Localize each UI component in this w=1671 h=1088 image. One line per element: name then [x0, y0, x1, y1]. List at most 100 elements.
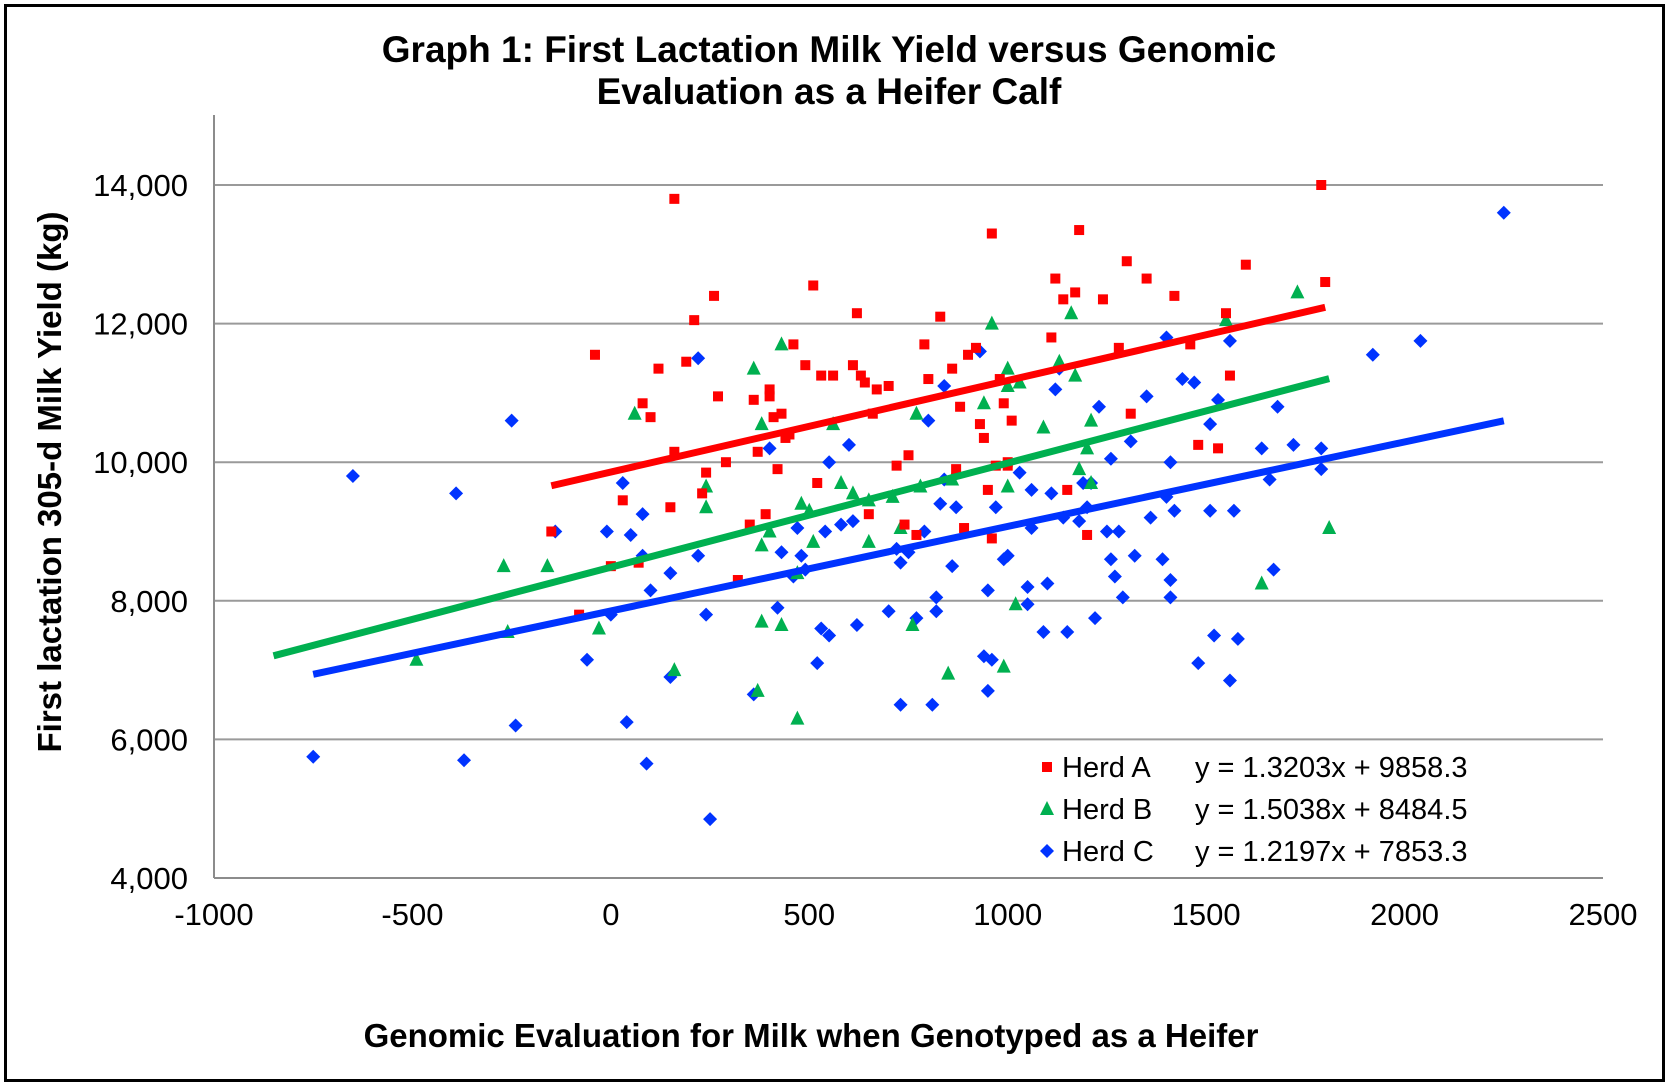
data-point — [822, 455, 837, 470]
data-point — [1185, 339, 1196, 350]
data-point — [1220, 308, 1231, 319]
data-point — [580, 652, 595, 667]
data-point — [1000, 548, 1015, 563]
data-point — [871, 384, 882, 395]
chart-frame: Graph 1: First Lactation Milk Yield vers… — [4, 4, 1665, 1082]
data-point — [1139, 389, 1154, 404]
data-point — [703, 812, 718, 827]
data-point — [1224, 370, 1235, 381]
x-tick-label: -1000 — [174, 897, 253, 932]
data-point — [925, 697, 940, 712]
axes — [213, 115, 1603, 879]
data-point — [1254, 575, 1269, 590]
data-point — [949, 500, 964, 515]
data-point — [1000, 478, 1015, 493]
data-point — [774, 336, 789, 351]
data-point — [1000, 377, 1015, 392]
data-point — [1024, 482, 1039, 497]
data-point — [774, 545, 789, 560]
data-point — [701, 467, 712, 478]
data-point — [663, 566, 678, 581]
data-point — [1314, 441, 1329, 456]
data-point — [1113, 342, 1124, 353]
data-point — [808, 280, 819, 291]
data-point — [752, 446, 763, 457]
data-point — [1191, 656, 1206, 671]
x-tick-label: 2500 — [1569, 897, 1638, 932]
data-point — [449, 486, 464, 501]
data-point — [845, 514, 860, 529]
data-point — [929, 604, 944, 619]
data-point — [764, 384, 775, 395]
data-point — [1103, 451, 1118, 466]
data-point — [1084, 474, 1099, 489]
data-point — [1316, 180, 1327, 190]
data-point — [1290, 284, 1305, 299]
data-point — [1036, 624, 1051, 639]
data-point — [945, 559, 960, 574]
data-point — [764, 391, 775, 402]
data-point — [996, 658, 1011, 673]
data-point — [1193, 439, 1204, 450]
data-point — [1254, 441, 1269, 456]
data-point — [589, 349, 600, 360]
data-point — [720, 457, 731, 468]
data-point — [1169, 290, 1180, 301]
data-point — [1163, 573, 1178, 588]
x-tick-label: 0 — [602, 897, 619, 932]
data-point — [768, 412, 779, 423]
y-tick-label: 8,000 — [110, 584, 188, 619]
data-point — [1060, 624, 1075, 639]
data-point — [1270, 399, 1285, 414]
data-point — [849, 618, 864, 633]
data-point — [617, 495, 628, 506]
legend-equation-herd-a: y = 1.3203x + 9858.3 — [1195, 752, 1468, 784]
data-point — [1044, 486, 1059, 501]
data-point — [665, 502, 676, 513]
legend-label-herd-c: Herd C — [1062, 836, 1154, 868]
legend-equation-herd-b: y = 1.5038x + 8484.5 — [1195, 794, 1468, 826]
data-point — [933, 496, 948, 511]
y-tick-label: 10,000 — [93, 445, 188, 480]
data-point — [637, 398, 648, 409]
trendline-herd-b — [272, 375, 1331, 660]
data-point — [970, 342, 981, 353]
data-point — [1222, 673, 1237, 688]
data-point — [1068, 367, 1083, 382]
data-point — [732, 575, 743, 586]
data-point — [1127, 548, 1142, 563]
data-point — [855, 370, 866, 381]
data-point — [345, 469, 360, 484]
data-point — [762, 523, 777, 538]
data-point — [1226, 503, 1241, 518]
data-point — [1012, 465, 1027, 480]
y-axis-title: First lactation 305-d Milk Yield (kg) — [31, 212, 68, 753]
series-herd-c-points — [306, 205, 1511, 827]
x-tick-label: 2000 — [1370, 897, 1439, 932]
data-point — [790, 521, 805, 536]
data-point — [691, 548, 706, 563]
data-point — [1082, 529, 1093, 540]
data-point — [1099, 524, 1114, 539]
data-point — [974, 419, 985, 430]
data-point — [861, 533, 876, 548]
data-point — [669, 446, 680, 457]
data-point — [937, 378, 952, 393]
data-point — [982, 484, 993, 495]
legend-label-herd-b: Herd B — [1062, 794, 1152, 826]
data-point — [905, 617, 920, 632]
gridlines — [214, 184, 1603, 741]
data-point — [1320, 277, 1331, 288]
data-point — [615, 475, 630, 490]
data-point — [941, 665, 956, 680]
y-tick-label: 12,000 — [93, 307, 188, 342]
data-point — [1155, 552, 1170, 567]
series-herd-b-points — [409, 284, 1337, 725]
data-point — [1213, 443, 1224, 454]
data-point — [1141, 273, 1152, 284]
legend-marker-herd-c — [1040, 844, 1054, 858]
data-point — [691, 351, 706, 366]
data-points — [306, 180, 1511, 827]
data-point — [1058, 294, 1069, 305]
data-point — [1167, 503, 1182, 518]
